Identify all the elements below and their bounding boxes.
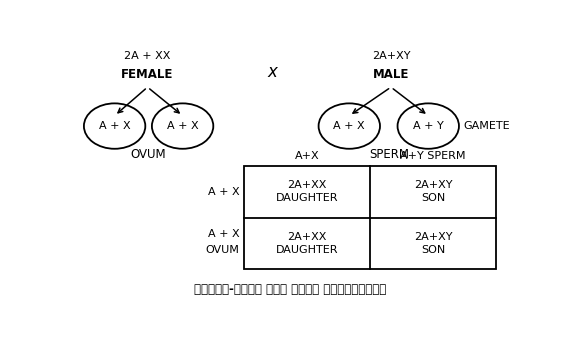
Text: x: x (268, 63, 277, 81)
Text: OVUM: OVUM (206, 245, 239, 255)
Text: A + X: A + X (208, 187, 239, 197)
Text: A+X: A+X (295, 151, 319, 161)
Text: 2A + XX: 2A + XX (125, 51, 171, 61)
Text: A + X: A + X (208, 229, 239, 239)
Text: A + X: A + X (333, 121, 365, 131)
Text: OVUM: OVUM (131, 148, 166, 161)
Text: चित्र-मानव में लिंग निर्धारण।: चित्र-मानव में लिंग निर्धारण। (194, 283, 386, 296)
Text: A+Y SPERM: A+Y SPERM (400, 151, 466, 161)
Text: MALE: MALE (373, 68, 409, 81)
Text: 2A+XY: 2A+XY (414, 180, 452, 190)
Text: 2A+XY: 2A+XY (414, 232, 452, 242)
Text: SON: SON (421, 193, 445, 204)
Text: A + Y: A + Y (413, 121, 444, 131)
Text: DAUGHTER: DAUGHTER (276, 245, 338, 255)
Text: 2A+XX: 2A+XX (288, 180, 327, 190)
Text: 2A+XY: 2A+XY (372, 51, 410, 61)
Text: 2A+XX: 2A+XX (288, 232, 327, 242)
Text: SON: SON (421, 245, 445, 255)
Text: A + X: A + X (167, 121, 199, 131)
Text: GAMETE: GAMETE (464, 121, 510, 131)
Text: DAUGHTER: DAUGHTER (276, 193, 338, 204)
Bar (244, 166, 496, 269)
Text: A + X: A + X (99, 121, 130, 131)
Text: FEMALE: FEMALE (121, 68, 174, 81)
Text: SPERM: SPERM (369, 148, 409, 161)
